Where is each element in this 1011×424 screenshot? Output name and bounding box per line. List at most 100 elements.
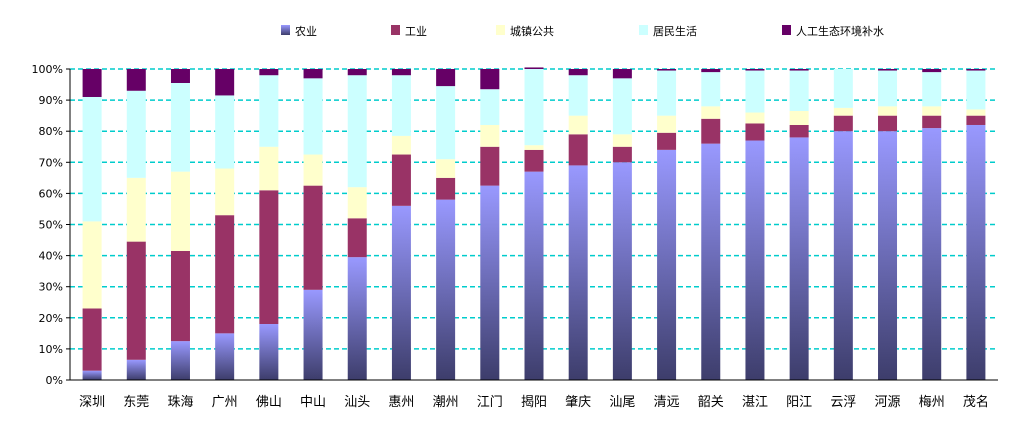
bar-segment (568, 69, 588, 76)
bar-segment (391, 205, 411, 380)
bar-segment (878, 70, 898, 107)
bar-segment (922, 106, 942, 116)
x-category-label: 茂名 (963, 394, 989, 410)
bar-segment (436, 199, 456, 380)
x-category-label: 惠州 (388, 395, 414, 410)
bar-segment (480, 185, 500, 380)
bar-segment (391, 154, 411, 206)
legend-swatch (496, 25, 505, 35)
bar-segment (966, 124, 986, 380)
plot-area: 0% 10% 20% 30% 40% 50% 60% 70% 80% 90% 100% 深圳 东莞 珠海… (32, 63, 998, 410)
y-tick-label: 0% (46, 374, 63, 387)
bar-segment (82, 370, 102, 380)
bar-segment (170, 341, 190, 380)
bar-segment (303, 78, 323, 155)
bar-segment (303, 185, 323, 290)
bar-segment (922, 128, 942, 380)
x-category-label: 韶关 (698, 394, 724, 410)
bar-segment (612, 146, 632, 163)
x-category-label: 阳江 (786, 395, 812, 410)
bar-segment (215, 215, 235, 334)
bar-segment (215, 333, 235, 380)
bar-segment (303, 289, 323, 380)
bar-segment (701, 72, 721, 107)
x-category-label: 梅州 (919, 395, 945, 410)
bar-segment (745, 70, 765, 113)
bar-segment (259, 69, 279, 76)
bar-segment (966, 115, 986, 125)
bar-segment (215, 168, 235, 216)
bar-segment (259, 324, 279, 380)
y-tick-label: 90% (39, 94, 63, 107)
bar-segment (436, 69, 456, 87)
bar-segment (126, 90, 146, 178)
bar-segment (789, 70, 809, 111)
bar-segment (480, 89, 500, 125)
x-category-label: 东莞 (123, 395, 149, 410)
bar-segment (126, 241, 146, 360)
bar-segment (833, 69, 853, 108)
bar-segment (833, 107, 853, 116)
bar-segment (922, 69, 942, 73)
bar-segment (612, 78, 632, 135)
legend-swatch (391, 25, 400, 35)
x-axis: 深圳 东莞 珠海 广州 佛山 中山 汕头 惠州 潮州 江门 揭阳 肇庆 汕尾 清远 韶关 湛江 阳江 云浮 河源 梅州… (70, 379, 998, 410)
legend: 农业 工业 城镇公共 居民生活 人工生态环境补水 (281, 24, 884, 38)
bar-segment (878, 115, 898, 132)
bar-segment (391, 135, 411, 155)
bar-segment (612, 134, 632, 147)
x-category-label: 广州 (212, 395, 238, 410)
bar-segment (657, 69, 677, 71)
bar-segment (524, 171, 544, 380)
bar-segment (745, 112, 765, 124)
bar-segment (568, 134, 588, 166)
x-category-label: 汕头 (344, 395, 370, 410)
bar-segment (82, 221, 102, 309)
bar-segment (922, 72, 942, 107)
bar-segment (833, 115, 853, 132)
bar-segment (612, 162, 632, 380)
bar-segment (789, 69, 809, 71)
y-tick-label: 50% (39, 219, 63, 232)
bar-segment (170, 82, 190, 172)
x-category-label: 江门 (477, 395, 503, 410)
x-category-label: 潮州 (433, 395, 459, 410)
bar-segment (657, 149, 677, 380)
x-category-label: 云浮 (830, 395, 856, 410)
bar-segment (480, 69, 500, 90)
bar-segment (789, 110, 809, 125)
bar-segment (568, 165, 588, 380)
bar-segment (878, 106, 898, 116)
bar-segment (126, 69, 146, 91)
bar-segment (126, 359, 146, 380)
bar-segment (701, 69, 721, 73)
bar-segment (82, 69, 102, 97)
bar-segment (878, 131, 898, 380)
bar-segment (966, 70, 986, 110)
y-axis: 0% 10% 20% 30% 40% 50% 60% 70% 80% 90% 100% (32, 63, 71, 387)
y-tick-label: 10% (39, 343, 63, 356)
bar-segment (480, 146, 500, 186)
bar-segment (170, 171, 190, 251)
bar-segment (524, 149, 544, 172)
legend-label: 农业 (295, 24, 317, 38)
legend-label: 居民生活 (653, 24, 697, 38)
bar-segment (436, 177, 456, 200)
y-tick-label: 70% (39, 156, 63, 169)
bar-segment (215, 69, 235, 96)
bar-segment (391, 75, 411, 136)
legend-swatch (281, 25, 290, 35)
x-category-label: 清远 (654, 395, 680, 410)
bar-segment (480, 124, 500, 147)
bar-segment (524, 69, 544, 146)
legend-swatch (639, 25, 648, 35)
bar-segment (170, 69, 190, 83)
x-category-label: 汕尾 (609, 395, 635, 410)
bar-segment (347, 218, 367, 258)
y-tick-label: 30% (39, 281, 63, 294)
bar-segment (82, 96, 102, 222)
bar-segment (524, 145, 544, 150)
x-category-label: 中山 (300, 395, 326, 410)
x-category-label: 佛山 (256, 395, 282, 410)
bar-segment (82, 308, 102, 371)
